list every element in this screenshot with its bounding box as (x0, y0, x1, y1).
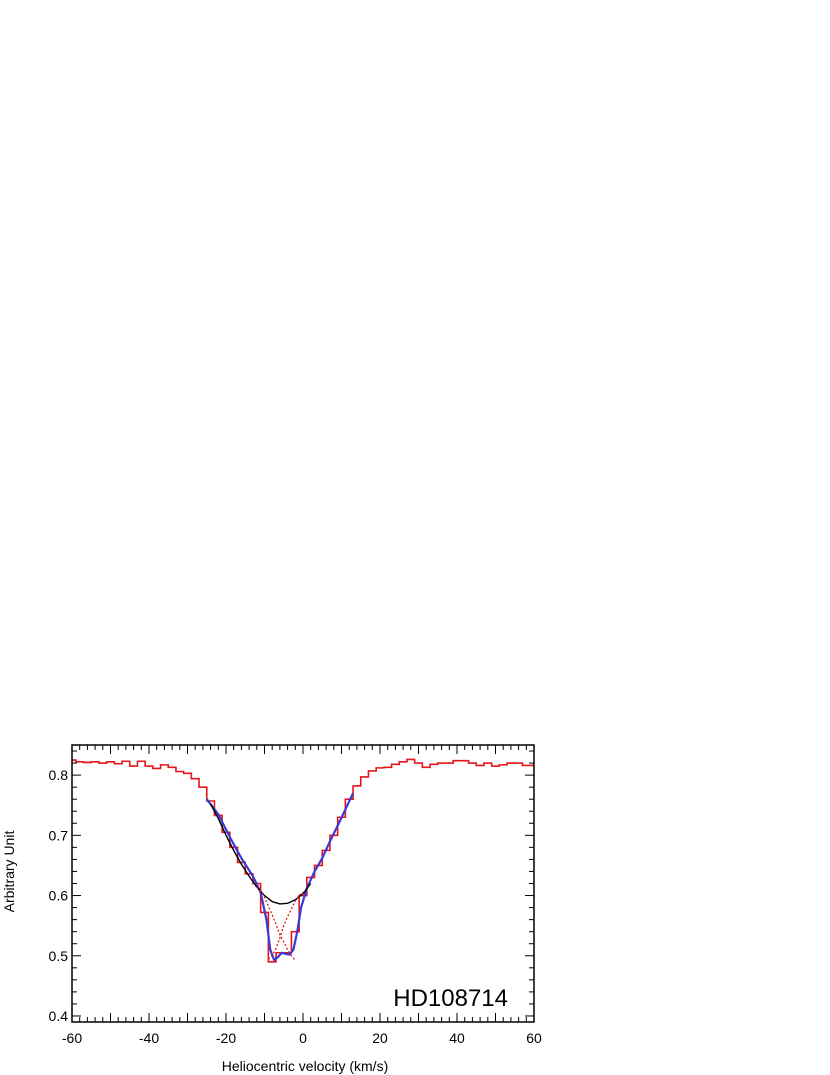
star-annotation: HD108714 (393, 985, 508, 1012)
x-tick-labels: -60 -40 -20 0 20 40 60 (62, 1030, 542, 1046)
y-tick-label: 0.5 (49, 948, 69, 964)
plot-frame (71, 744, 535, 1023)
x-tick-label: 0 (299, 1030, 307, 1046)
data-series (72, 758, 534, 963)
axis-ticks (71, 745, 535, 1022)
narrow-component-2-line (267, 891, 304, 960)
narrow-component-1-line (256, 886, 296, 961)
x-tick-label: -60 (62, 1030, 82, 1046)
x-tick-label: 40 (449, 1030, 465, 1046)
y-axis-title: Arbitrary Unit (1, 831, 17, 913)
y-tick-label: 0.6 (49, 888, 69, 904)
y-tick-labels: 0.4 0.5 0.6 0.7 0.8 (49, 767, 69, 1024)
y-tick-label: 0.4 (49, 1008, 69, 1024)
x-tick-label: -40 (139, 1030, 159, 1046)
observed-spectrum-line (72, 758, 534, 963)
x-tick-label: -20 (216, 1030, 236, 1046)
x-tick-label: 20 (372, 1030, 388, 1046)
x-axis-title: Heliocentric velocity (km/s) (222, 1058, 388, 1074)
x-tick-label: 60 (526, 1030, 542, 1046)
y-tick-label: 0.8 (49, 767, 69, 783)
total-fit-line (205, 792, 355, 962)
y-tick-label: 0.7 (49, 827, 69, 843)
